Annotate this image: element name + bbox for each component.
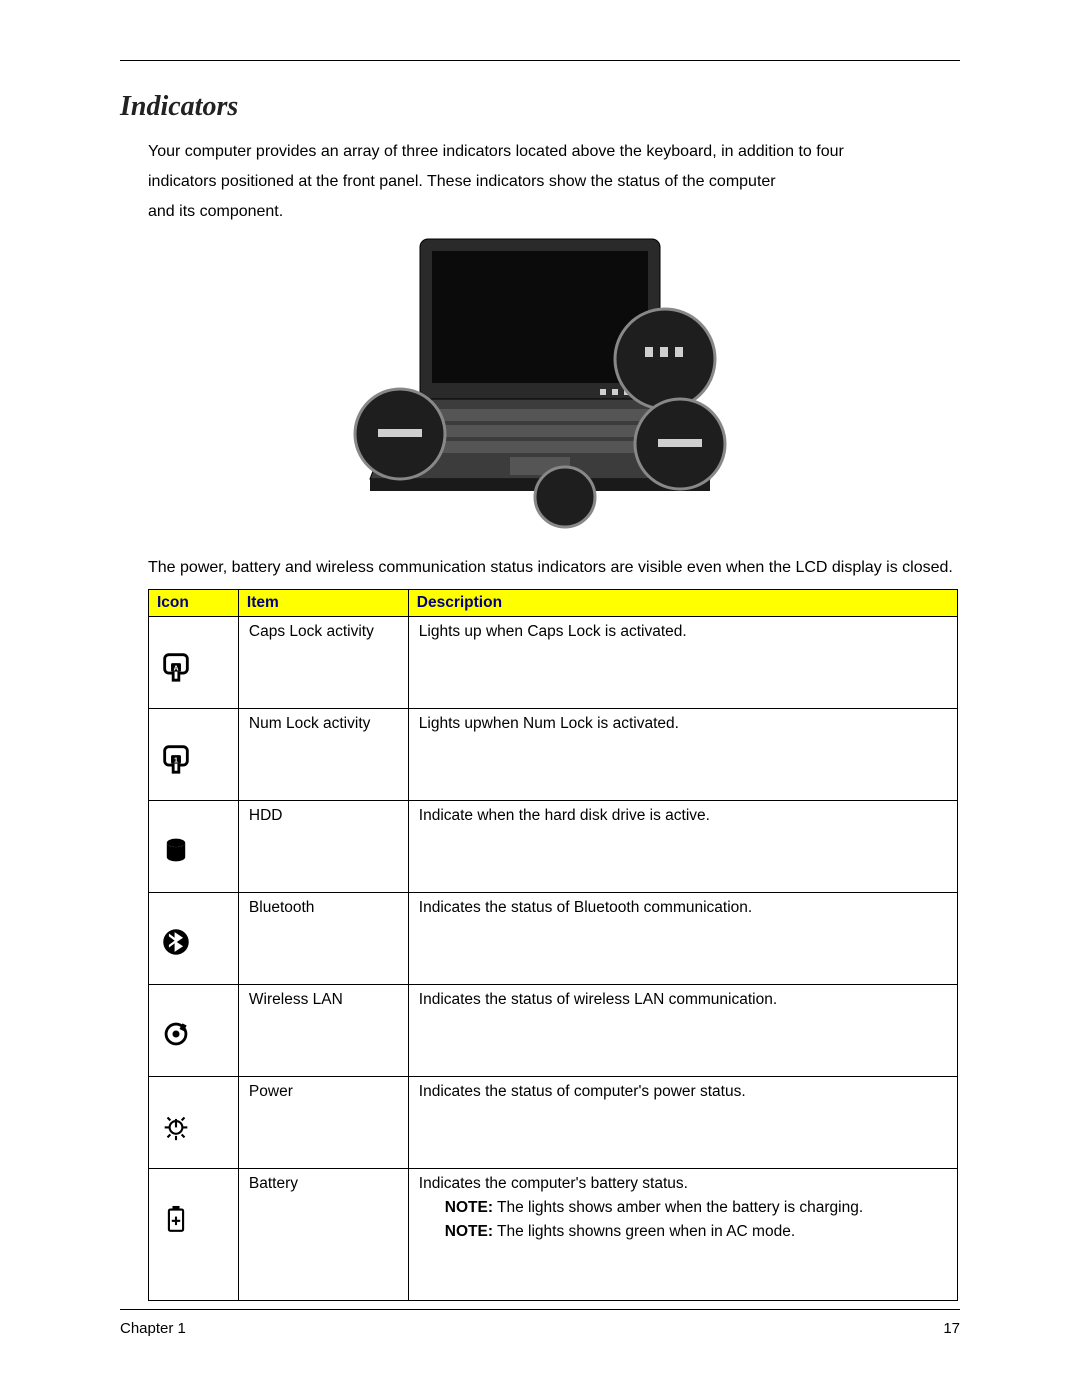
description-cell: Indicate when the hard disk drive is act…: [408, 801, 957, 893]
item-cell: Bluetooth: [238, 893, 408, 985]
svg-text:A: A: [173, 664, 178, 672]
table-row: HDDIndicate when the hard disk drive is …: [149, 801, 958, 893]
intro-line-2: indicators positioned at the front panel…: [148, 173, 776, 190]
table-row: BatteryIndicates the computer's battery …: [149, 1169, 958, 1301]
col-header-item: Item: [238, 590, 408, 617]
description-cell: Lights up when Caps Lock is activated.: [408, 617, 957, 709]
item-cell: HDD: [238, 801, 408, 893]
description-cell: Indicates the status of Bluetooth commun…: [408, 893, 957, 985]
page-content: Indicators Your computer provides an arr…: [120, 60, 960, 1337]
table-row: Wireless LANIndicates the status of wire…: [149, 985, 958, 1077]
item-cell: Battery: [238, 1169, 408, 1301]
laptop-figure: [120, 229, 960, 529]
laptop-illustration: [340, 229, 740, 529]
bluetooth-icon: [149, 893, 239, 985]
intro-paragraph: Your computer provides an array of three…: [148, 137, 960, 227]
intro-line-1: Your computer provides an array of three…: [148, 143, 844, 160]
mid-paragraph: The power, battery and wireless communic…: [148, 557, 960, 579]
note-label: NOTE:: [445, 1199, 493, 1216]
col-header-desc: Description: [408, 590, 957, 617]
intro-line-3: and its component.: [148, 203, 283, 220]
note-text: The lights shows amber when the battery …: [493, 1199, 863, 1216]
table-header-row: Icon Item Description: [149, 590, 958, 617]
description-cell: Indicates the status of wireless LAN com…: [408, 985, 957, 1077]
col-header-icon: Icon: [149, 590, 239, 617]
note-line: NOTE: The lights showns green when in AC…: [445, 1223, 947, 1241]
top-rule: [120, 60, 960, 61]
table-row: A Caps Lock activityLights up when Caps L…: [149, 617, 958, 709]
table-body: A Caps Lock activityLights up when Caps L…: [149, 617, 958, 1301]
note-label: NOTE:: [445, 1223, 493, 1240]
svg-text:1: 1: [174, 756, 178, 764]
description-cell: Lights upwhen Num Lock is activated.: [408, 709, 957, 801]
indicators-table: Icon Item Description A Caps Lock activit…: [148, 589, 958, 1301]
hdd-icon: [149, 801, 239, 893]
note-text: The lights showns green when in AC mode.: [493, 1223, 795, 1240]
wlan-icon: [149, 985, 239, 1077]
note-line: NOTE: The lights shows amber when the ba…: [445, 1199, 947, 1217]
section-heading: Indicators: [120, 91, 960, 123]
item-cell: Caps Lock activity: [238, 617, 408, 709]
table-row: 1 Num Lock activityLights upwhen Num Lock…: [149, 709, 958, 801]
page-footer: Chapter 1 17: [120, 1309, 960, 1337]
power-icon: [149, 1077, 239, 1169]
description-cell: Indicates the computer's battery status.…: [408, 1169, 957, 1301]
table-row: PowerIndicates the status of computer's …: [149, 1077, 958, 1169]
battery-icon: [149, 1169, 239, 1301]
numlock-icon: 1: [149, 709, 239, 801]
footer-page-number: 17: [943, 1320, 960, 1337]
footer-chapter: Chapter 1: [120, 1320, 186, 1337]
item-cell: Wireless LAN: [238, 985, 408, 1077]
item-cell: Num Lock activity: [238, 709, 408, 801]
capslock-icon: A: [149, 617, 239, 709]
item-cell: Power: [238, 1077, 408, 1169]
table-row: BluetoothIndicates the status of Bluetoo…: [149, 893, 958, 985]
description-cell: Indicates the status of computer's power…: [408, 1077, 957, 1169]
